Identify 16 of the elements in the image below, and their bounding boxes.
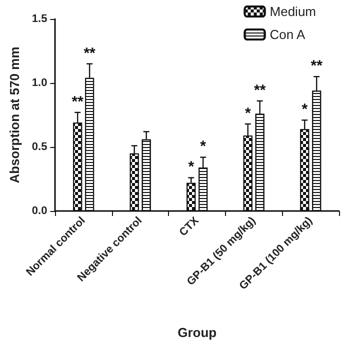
annotation: **	[72, 93, 84, 110]
x-axis-title: Group	[178, 325, 217, 340]
y-tick-label: 0.0	[32, 205, 48, 217]
annotation: **	[84, 44, 96, 62]
annotation: *	[302, 101, 308, 118]
y-axis-title: Absorption at 570 mm	[7, 46, 22, 184]
annotation: **	[254, 82, 266, 99]
annotation: **	[310, 58, 323, 75]
annotation: *	[188, 158, 194, 176]
legend-label: Medium	[270, 4, 316, 19]
legend-label: Con A	[270, 27, 306, 42]
y-tick-label: 1.5	[32, 13, 48, 25]
y-tick-label: 0.5	[32, 141, 48, 153]
annotation: *	[200, 138, 206, 156]
y-tick-label: 1.0	[32, 77, 48, 89]
annotation: *	[244, 104, 251, 122]
